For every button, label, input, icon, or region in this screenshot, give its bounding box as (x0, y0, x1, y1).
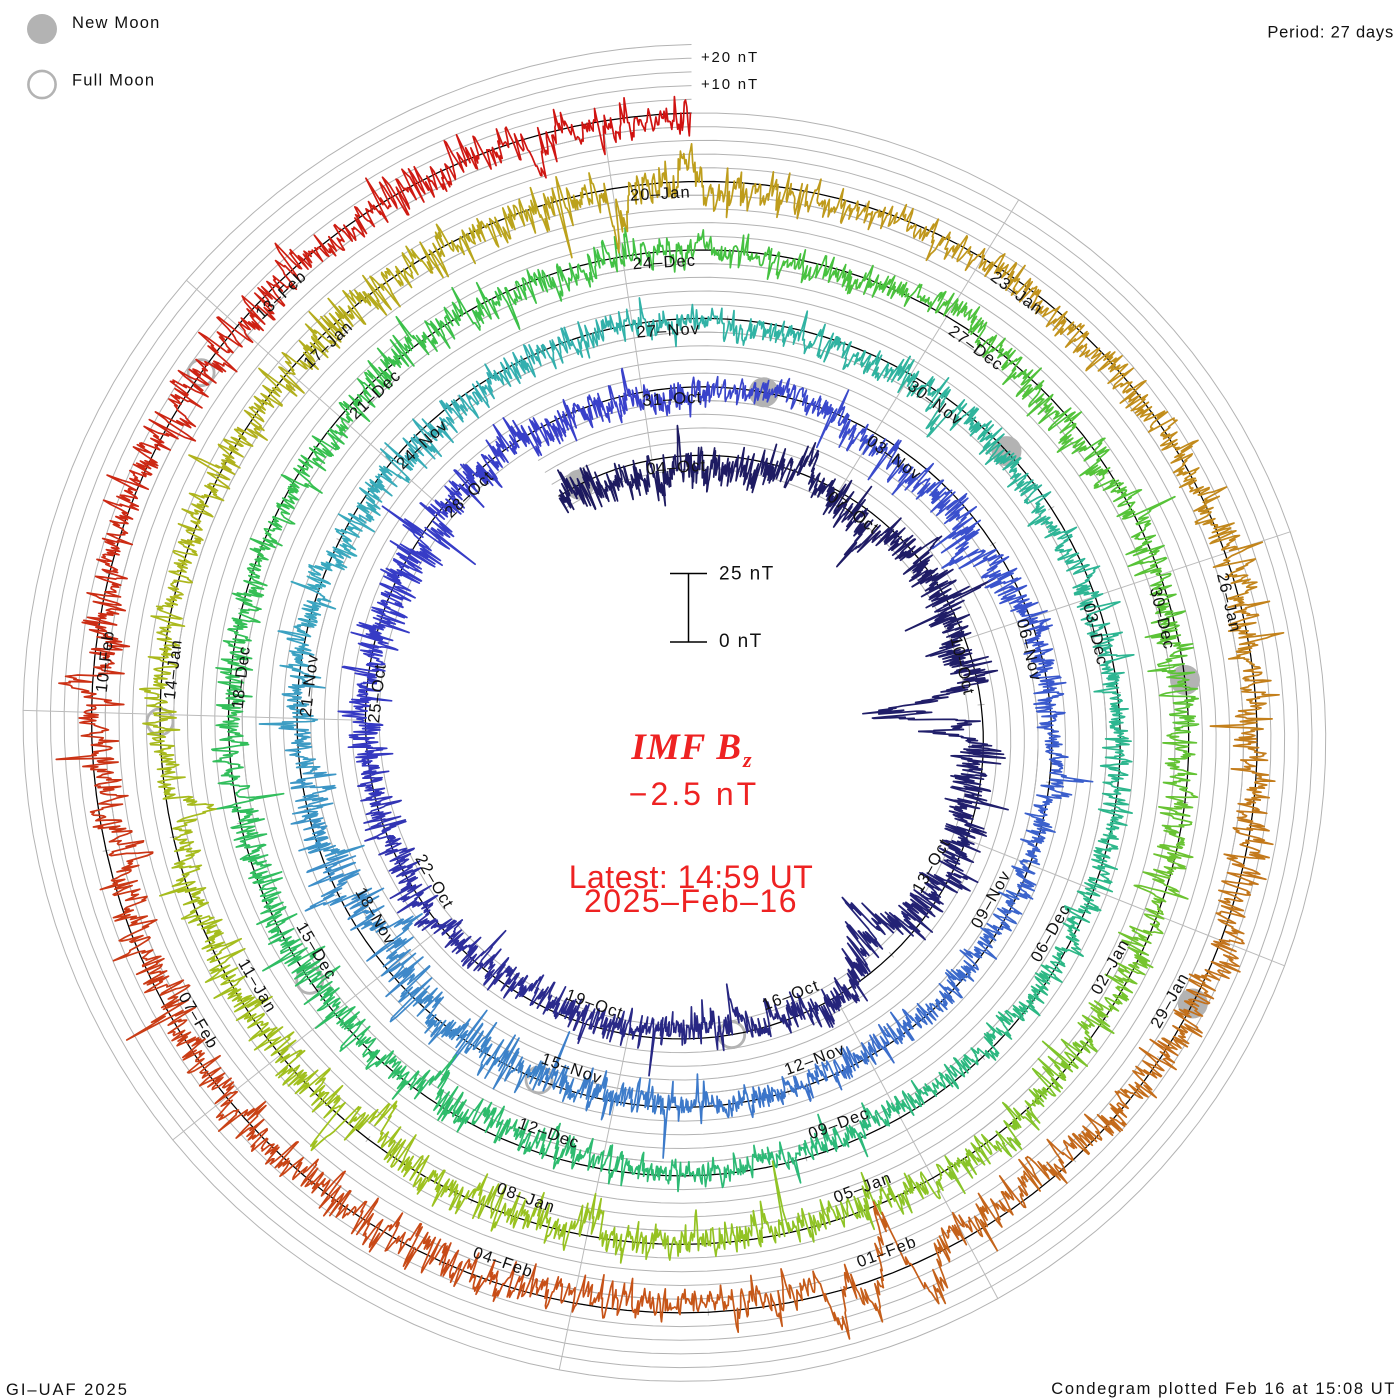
svg-text:Condegram plotted Feb 16 at 15: Condegram plotted Feb 16 at 15:08 UT (1051, 1380, 1396, 1398)
svg-text:Latest: 14:59 UT: Latest: 14:59 UT (569, 859, 814, 895)
svg-text:0 nT: 0 nT (719, 631, 763, 652)
svg-text:Full Moon: Full Moon (72, 72, 155, 90)
svg-text:04–Oct: 04–Oct (646, 457, 707, 478)
svg-text:20–Jan: 20–Jan (630, 183, 692, 204)
svg-text:2025–Feb–16: 2025–Feb–16 (584, 883, 798, 919)
svg-text:Period: 27 days: Period: 27 days (1267, 24, 1394, 42)
svg-text:+10 nT: +10 nT (701, 76, 759, 93)
svg-text:31–Oct: 31–Oct (642, 388, 703, 409)
svg-text:−2.5 nT: −2.5 nT (629, 776, 759, 812)
svg-text:+20 nT: +20 nT (701, 49, 759, 66)
svg-text:GI–UAF 2025: GI–UAF 2025 (6, 1381, 129, 1399)
svg-text:27–Nov: 27–Nov (636, 320, 700, 342)
svg-text:25 nT: 25 nT (719, 564, 775, 585)
svg-text:24–Dec: 24–Dec (632, 252, 696, 274)
svg-text:New Moon: New Moon (72, 14, 160, 32)
